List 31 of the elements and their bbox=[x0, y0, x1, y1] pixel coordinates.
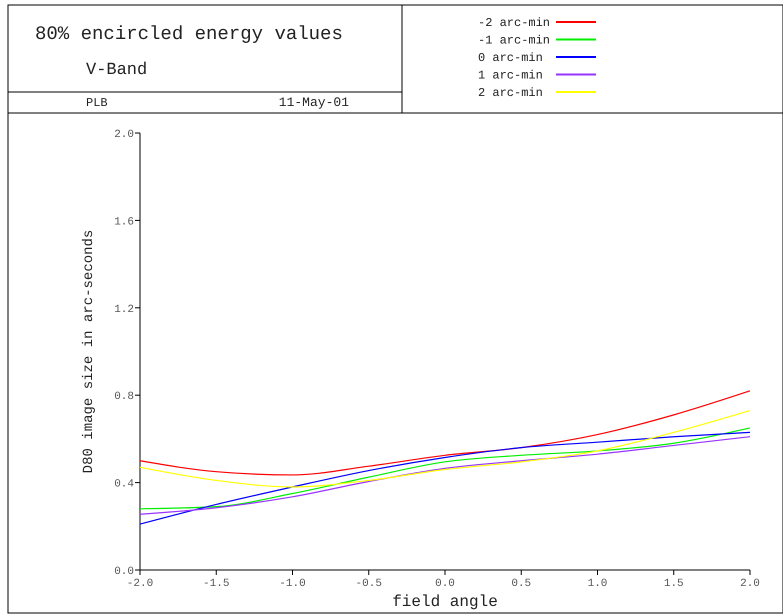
y-axis-title: D80 image size in arc-seconds bbox=[81, 230, 97, 474]
y-tick-label: 0.8 bbox=[114, 391, 134, 404]
x-tick-label: -0.5 bbox=[356, 578, 382, 590]
y-tick-label: 0.4 bbox=[114, 478, 134, 491]
chart-subtitle: V-Band bbox=[86, 61, 148, 80]
x-tick-label: 0.5 bbox=[511, 578, 532, 590]
x-tick-label: 1.5 bbox=[664, 578, 684, 590]
x-tick-label: 0.0 bbox=[435, 578, 455, 590]
x-tick-label: -1.0 bbox=[279, 578, 306, 590]
x-tick-label: -2.0 bbox=[126, 578, 154, 590]
legend-label: 2 arc-min bbox=[478, 86, 543, 100]
x-tick-label: 2.0 bbox=[740, 578, 760, 590]
text: 11-May-01 bbox=[278, 95, 350, 110]
legend-label: -2 arc-min bbox=[478, 16, 550, 30]
y-tick-label: 2.0 bbox=[114, 129, 134, 141]
chart-title: 80% encircled energy values bbox=[35, 23, 343, 45]
y-tick-label: 1.2 bbox=[114, 304, 134, 316]
y-tick-label: 1.6 bbox=[114, 216, 134, 228]
line-series bbox=[139, 427, 751, 510]
line-series bbox=[139, 432, 751, 525]
legend-label: 1 arc-min bbox=[478, 68, 543, 82]
legend-label: 0 arc-min bbox=[478, 51, 543, 65]
legend-label: -1 arc-min bbox=[478, 34, 550, 48]
y-tick-label: 0.0 bbox=[114, 566, 134, 578]
text: PLB bbox=[86, 96, 108, 110]
x-axis-title: field angle bbox=[392, 593, 498, 611]
x-tick-label: -1.5 bbox=[203, 578, 230, 590]
line-series bbox=[139, 410, 751, 488]
line-series bbox=[139, 390, 751, 476]
line-series bbox=[139, 436, 751, 515]
x-tick-label: 1.0 bbox=[588, 578, 608, 590]
